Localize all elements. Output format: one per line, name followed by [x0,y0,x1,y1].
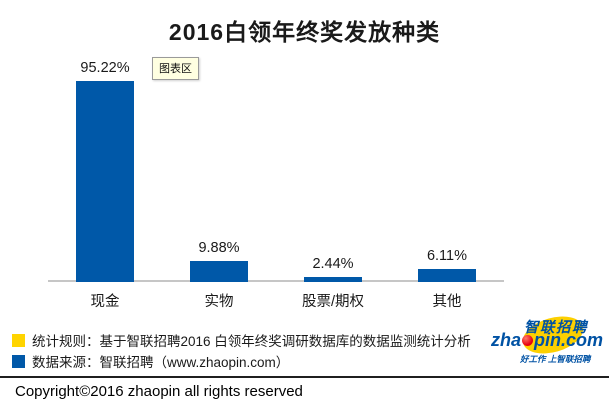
blue-swatch-icon [12,355,25,368]
bar-value-label: 6.11% [426,248,468,264]
logo-brand-en-suffix: pin.com [534,330,604,350]
copyright-text: Copyright©2016 zhaopin all rights reserv… [15,383,303,400]
logo-brand-cn: 智联招聘 [524,320,588,336]
bar-chart: 95.22% 现金 9.88% 实物 2.44% 股票/期权 6.11% 其他 [48,60,504,310]
bar-股票/期权[interactable] [304,277,362,282]
note-text: 统计规则：基于智联招聘2016 白领年终奖调研数据库的数据监测统计分析 [32,334,471,349]
x-axis-label: 股票/期权 [301,294,365,310]
bar-其他[interactable] [418,269,476,282]
bar-value-label: 9.88% [198,240,240,256]
bar-实物[interactable] [190,261,248,282]
logo-brand-en: zha pin.com [491,330,603,351]
note-text: 数据来源：智联招聘（www.zhaopin.com） [32,355,290,370]
x-axis-line [48,280,504,282]
logo-brand-en-prefix: zha [491,330,522,350]
logo-tagline: 好工作 上智联招聘 [520,354,591,364]
logo-red-dot-icon [522,335,534,346]
note-data-source: 数据来源：智联招聘（www.zhaopin.com） [12,351,471,371]
x-axis-label: 其他 [432,294,462,310]
footnotes: 统计规则：基于智联招聘2016 白领年终奖调研数据库的数据监测统计分析 数据来源… [12,330,471,372]
bar-现金[interactable] [76,81,134,282]
zhaopin-logo: 智联招聘 zha pin.com 好工作 上智联招聘 [490,310,608,370]
chart-title: 2016白领年终奖发放种类 [168,19,441,45]
note-statistics-rule: 统计规则：基于智联招聘2016 白领年终奖调研数据库的数据监测统计分析 [12,330,471,350]
bar-value-label: 2.44% [312,256,354,272]
x-axis-label: 实物 [204,294,234,310]
chart-area-tooltip: 图表区 [152,57,199,80]
x-axis-label: 现金 [90,294,120,310]
footer-divider [0,376,609,378]
bar-value-label: 95.22% [80,60,130,76]
yellow-swatch-icon [12,334,25,347]
